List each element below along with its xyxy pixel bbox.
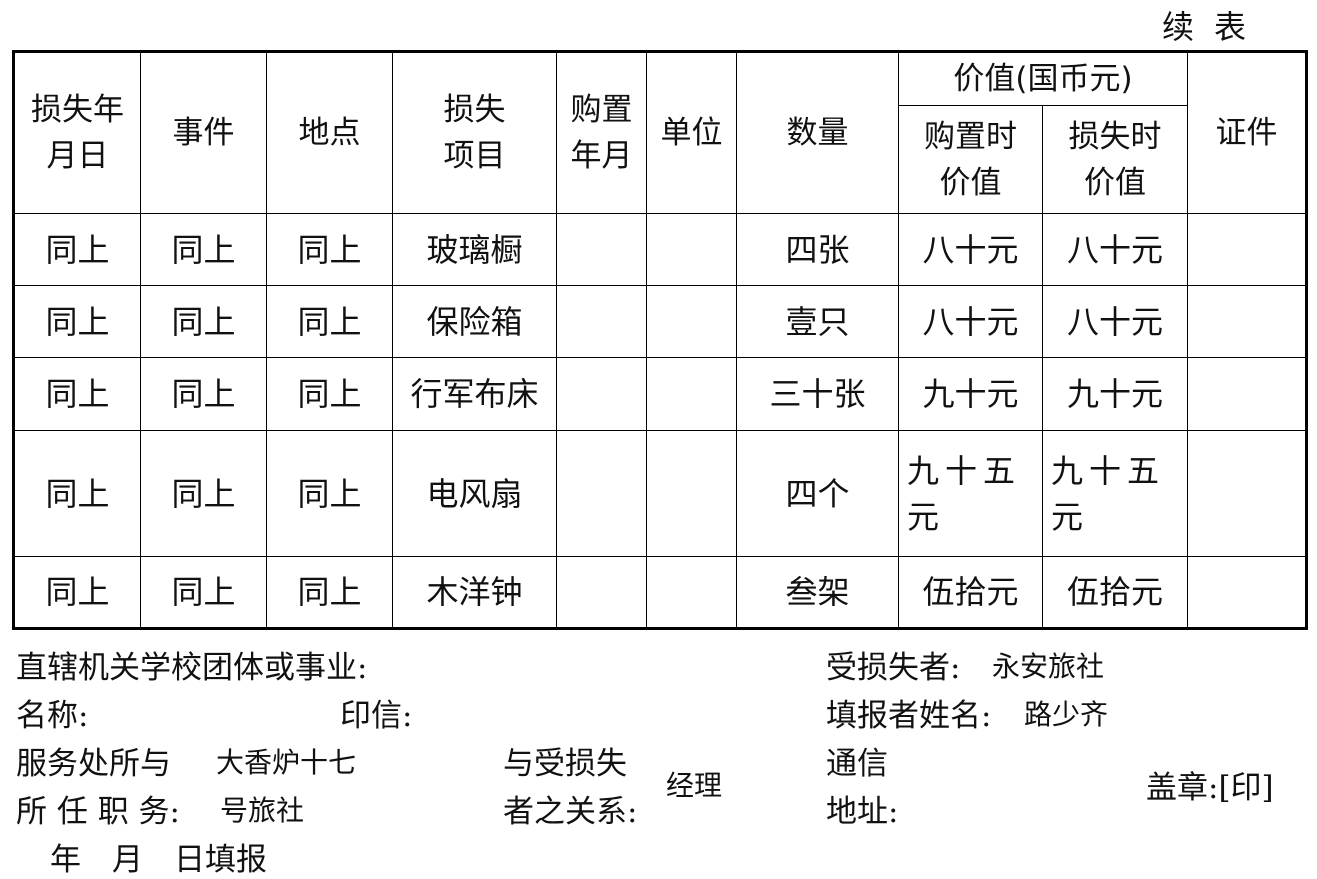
cell-value-loss: 伍拾元 [1042,556,1188,629]
table-row: 同上 同上 同上 电风扇 四个 九十五元 九十五元 [13,430,1307,557]
cell-event: 同上 [140,430,267,557]
cell-certificate [1187,556,1307,629]
seal-label: 印信: [340,698,413,734]
stamp-label: 盖章:[印] [1146,770,1274,806]
cell-quantity: 四个 [736,430,899,557]
cell-unit [646,430,737,557]
cell-item: 保险箱 [392,285,557,358]
cell-date: 同上 [13,357,141,431]
cell-date: 同上 [13,556,141,629]
cell-purchase-date [556,285,647,358]
cell-place: 同上 [266,213,393,286]
service-value-1: 大香炉十七 [216,746,357,779]
cell-purchase-date [556,556,647,629]
service-value-2: 号旅社 [220,794,305,827]
cell-certificate [1187,357,1307,431]
cell-quantity: 四张 [736,213,899,286]
header-item: 损失项目 [392,51,557,214]
cell-unit [646,556,737,629]
cell-place: 同上 [266,556,393,629]
service-label-2: 所 任 职 务: [16,794,181,830]
cell-unit [646,213,737,286]
header-place: 地点 [266,51,393,214]
cell-unit [646,357,737,431]
cell-certificate [1187,213,1307,286]
victim-label: 受损失者: [826,650,961,686]
table-row: 同上 同上 同上 行军布床 三十张 九十元 九十元 [13,357,1307,431]
cell-unit [646,285,737,358]
header-value-purchase: 购置时价值 [898,105,1043,214]
cell-certificate [1187,285,1307,358]
table-row: 同上 同上 同上 保险箱 壹只 八十元 八十元 [13,285,1307,358]
service-label-1: 服务处所与 [16,746,171,782]
date-line: 年 月 日填报 [50,842,267,878]
cell-purchase-date [556,430,647,557]
cell-place: 同上 [266,357,393,431]
cell-event: 同上 [140,357,267,431]
loss-table: 损失年月日 事件 地点 损失项目 购置年月 单位 数量 价值(国币元) 证件 购… [12,50,1308,630]
cell-value-purchase: 九十五元 [898,430,1043,557]
name-label: 名称: [16,698,89,734]
cell-value-loss: 九十元 [1042,357,1188,431]
cell-date: 同上 [13,430,141,557]
relation-label-2: 者之关系: [503,794,638,830]
cell-quantity: 壹只 [736,285,899,358]
cell-value-purchase: 八十元 [898,213,1043,286]
cell-item: 木洋钟 [392,556,557,629]
cell-purchase-date [556,357,647,431]
reporter-label: 填报者姓名: [826,698,992,734]
header-purchase-date: 购置年月 [556,51,647,214]
cell-event: 同上 [140,213,267,286]
victim-value: 永安旅社 [992,650,1105,683]
cell-item: 玻璃橱 [392,213,557,286]
cell-event: 同上 [140,285,267,358]
cell-item: 行军布床 [392,357,557,431]
header-value-loss: 损失时价值 [1042,105,1188,214]
header-date: 损失年月日 [13,51,141,214]
cell-value-purchase: 伍拾元 [898,556,1043,629]
continued-label: 续表 [1162,8,1267,46]
cell-quantity: 三十张 [736,357,899,431]
table-row: 同上 同上 同上 玻璃橱 四张 八十元 八十元 [13,213,1307,286]
cell-place: 同上 [266,430,393,557]
cell-value-loss: 八十元 [1042,285,1188,358]
address-label-1: 通信 [826,746,888,782]
cell-quantity: 叁架 [736,556,899,629]
cell-event: 同上 [140,556,267,629]
relation-label-1: 与受损失 [503,746,627,782]
cell-place: 同上 [266,285,393,358]
header-unit: 单位 [646,51,737,214]
cell-value-purchase: 八十元 [898,285,1043,358]
table-row: 同上 同上 同上 木洋钟 叁架 伍拾元 伍拾元 [13,556,1307,629]
cell-date: 同上 [13,285,141,358]
cell-value-loss: 九十五元 [1042,430,1188,557]
cell-certificate [1187,430,1307,557]
header-value-group: 价值(国币元) [898,51,1188,106]
cell-item: 电风扇 [392,430,557,557]
relation-value: 经理 [666,769,723,802]
header-event: 事件 [140,51,267,214]
cell-date: 同上 [13,213,141,286]
cell-value-purchase: 九十元 [898,357,1043,431]
header-certificate: 证件 [1187,51,1307,214]
reporter-value: 路少齐 [1024,698,1109,731]
address-label-2: 地址: [826,794,899,830]
header-quantity: 数量 [736,51,899,214]
org-label: 直辖机关学校团体或事业: [16,650,368,686]
cell-purchase-date [556,213,647,286]
cell-value-loss: 八十元 [1042,213,1188,286]
